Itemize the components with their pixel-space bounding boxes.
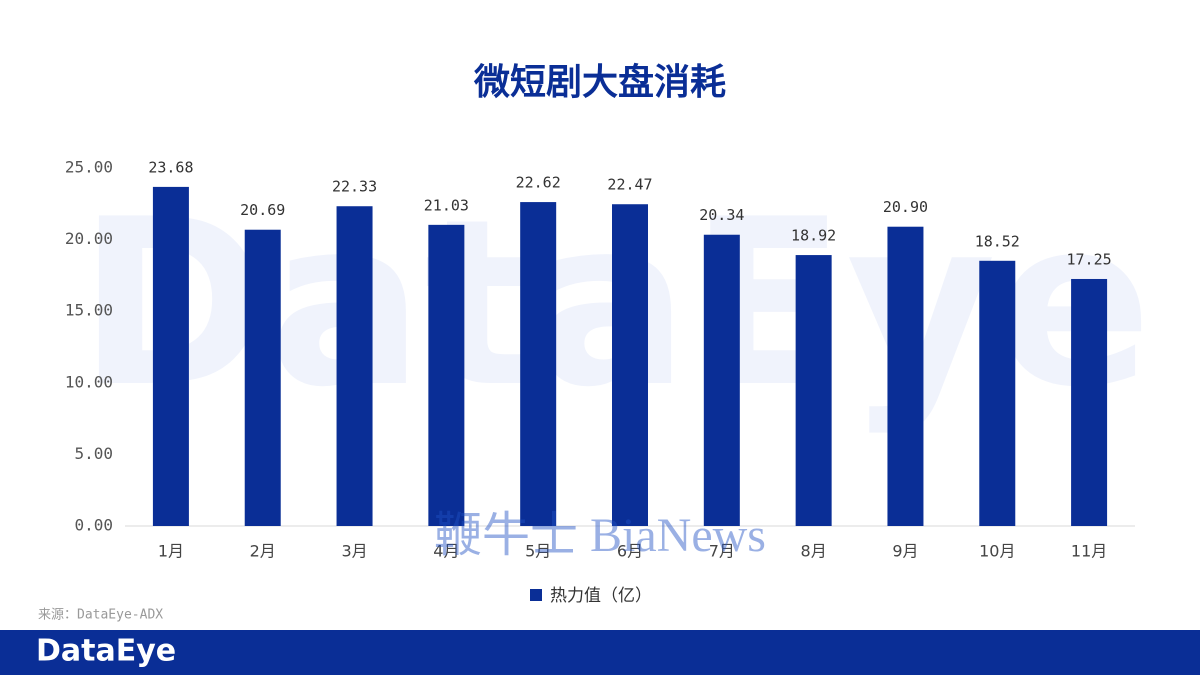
bar [703,234,740,526]
legend-label: 热力值（亿） [550,586,652,606]
x-tick-label: 2月 [250,542,276,561]
bar [612,204,648,526]
bar [887,226,924,526]
footer-logo: DataEye [36,634,176,669]
value-label: 22.47 [607,176,652,194]
x-tick-label: 3月 [341,542,367,561]
value-label: 20.34 [699,206,744,224]
source-note: 来源：DataEye-ADX [38,608,163,623]
bar [152,186,189,526]
y-tick-label: 5.00 [74,444,113,463]
y-tick-label: 10.00 [65,372,113,391]
value-label: 21.03 [424,196,469,214]
bar [795,255,832,526]
value-label: 22.62 [516,174,561,192]
bar [520,202,557,526]
legend-swatch [530,589,542,601]
bar [979,260,1016,526]
x-tick-label: 9月 [892,542,918,561]
value-label: 22.33 [332,178,377,196]
value-label: 18.52 [975,232,1020,250]
bar [1071,278,1108,526]
x-tick-label: 8月 [801,542,827,561]
value-label: 20.90 [883,198,928,216]
bar [336,206,373,526]
chart-title: 微短剧大盘消耗 [473,61,726,103]
x-tick-label: 7月 [709,542,735,561]
x-tick-label: 5月 [525,542,551,561]
y-tick-label: 25.00 [65,158,113,177]
value-label: 20.69 [240,201,285,219]
footer-band [0,630,1200,675]
x-tick-label: 6月 [617,542,643,561]
x-tick-label: 11月 [1071,542,1107,561]
x-tick-label: 10月 [979,542,1015,561]
bar [244,229,281,527]
value-label: 18.92 [791,227,836,245]
bar [428,224,465,526]
value-label: 23.68 [148,158,193,176]
y-tick-label: 20.00 [65,229,113,248]
x-tick-label: 1月 [158,542,184,561]
watermark: 鞭牛士 BiaNews [434,509,766,562]
y-tick-label: 15.00 [65,301,113,320]
x-tick-label: 4月 [433,542,459,561]
value-label: 17.25 [1067,250,1112,268]
y-tick-label: 0.00 [74,516,113,535]
